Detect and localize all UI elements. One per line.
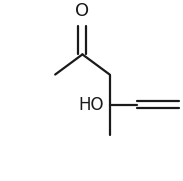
Text: O: O	[75, 2, 89, 20]
Text: HO: HO	[79, 96, 104, 114]
